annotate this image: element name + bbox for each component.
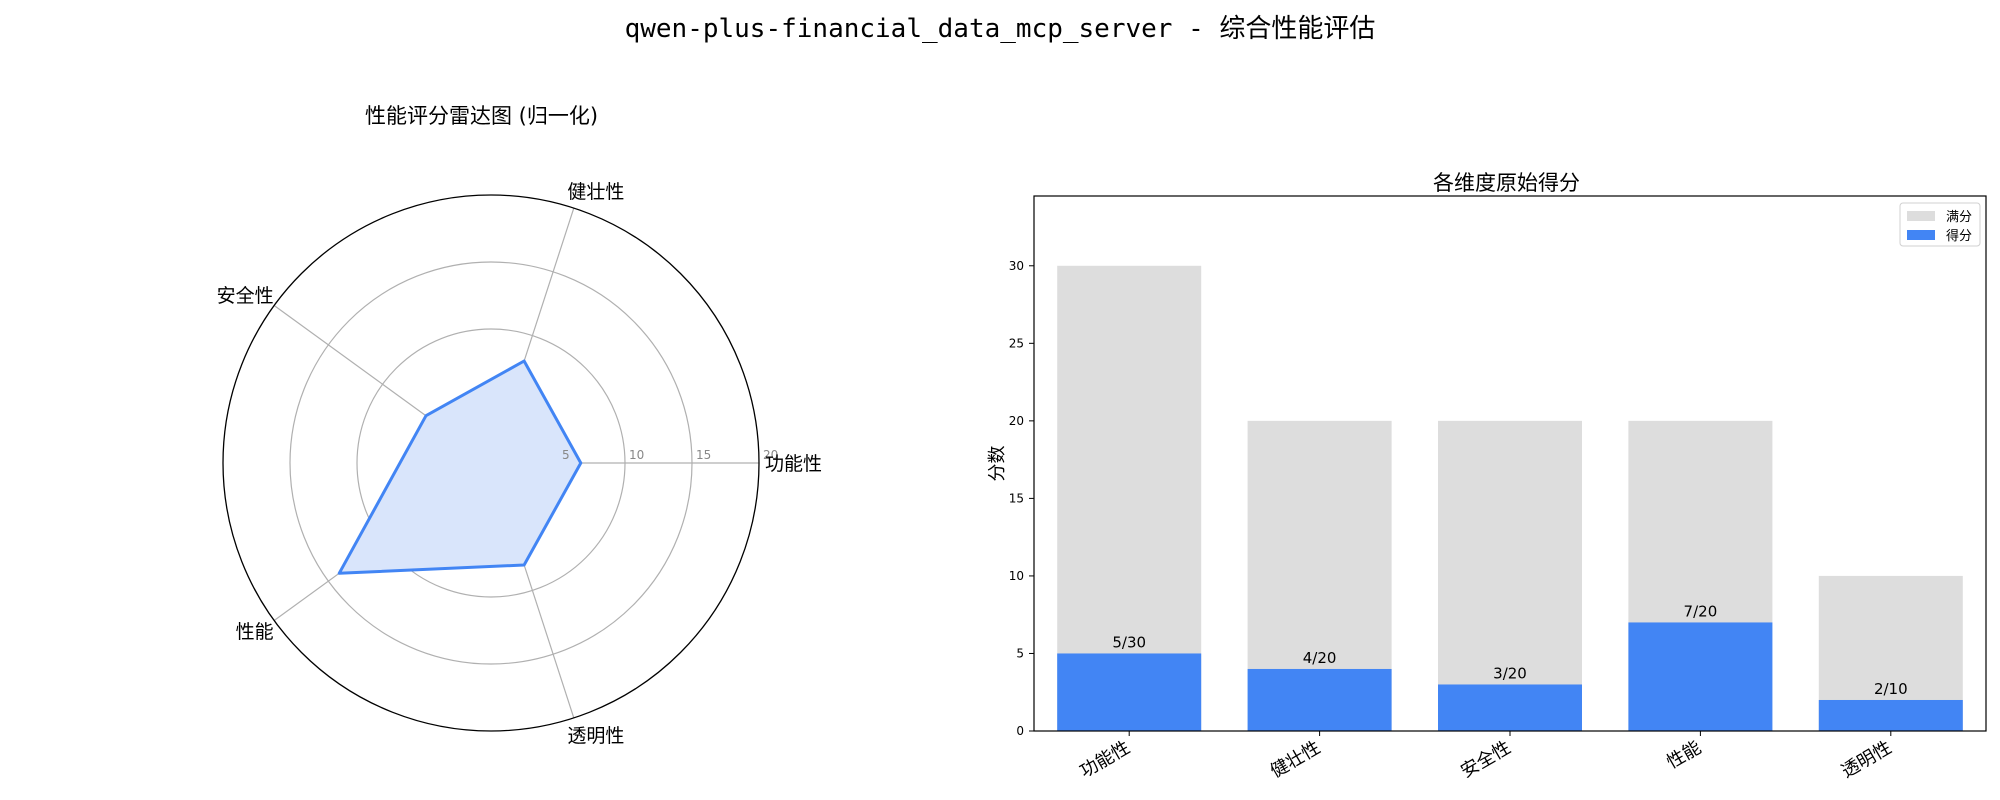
radar-tick-label: 15 xyxy=(696,448,711,462)
bar-data-label: 3/20 xyxy=(1493,664,1527,682)
x-tick-label: 安全性 xyxy=(1457,737,1514,782)
score-bar xyxy=(1247,668,1392,731)
score-bar xyxy=(1438,684,1582,731)
legend-label: 满分 xyxy=(1946,210,1972,225)
y-tick-label: 15 xyxy=(1009,491,1024,505)
y-tick-label: 5 xyxy=(1016,646,1024,660)
radar-title: 性能评分雷达图 (归一化) xyxy=(365,104,599,128)
bar-title: 各维度原始得分 xyxy=(1433,171,1580,195)
radar-axis-label: 透明性 xyxy=(567,725,624,747)
y-tick-label: 30 xyxy=(1009,259,1024,273)
y-tick-label: 25 xyxy=(1009,336,1024,350)
figure-title: qwen-plus-financial_data_mcp_server - 综合… xyxy=(624,14,1376,44)
radar-tick-label: 10 xyxy=(629,448,644,462)
bar-data-label: 7/20 xyxy=(1684,602,1718,620)
score-bar xyxy=(1057,653,1202,731)
y-tick-label: 0 xyxy=(1016,724,1024,738)
radar-axis-label: 性能 xyxy=(236,621,274,643)
radar-tick-label: 5 xyxy=(562,448,570,462)
max-score-bar xyxy=(1438,420,1582,731)
radar-tick-label: 20 xyxy=(763,448,778,462)
y-tick-label: 20 xyxy=(1009,414,1024,428)
score-bar xyxy=(1628,622,1773,731)
radar-axis-label: 安全性 xyxy=(217,285,274,307)
y-axis-label: 分数 xyxy=(987,446,1008,482)
radar-series-line xyxy=(337,359,583,575)
radar-fill-area xyxy=(339,361,581,574)
bar-data-label: 2/10 xyxy=(1874,680,1908,698)
radar-axis-label: 健壮性 xyxy=(567,181,624,203)
x-tick-label: 功能性 xyxy=(1076,737,1133,782)
legend-label: 得分 xyxy=(1946,228,1972,244)
score-bar xyxy=(1818,699,1963,731)
legend-swatch xyxy=(1907,211,1935,221)
y-tick-label: 10 xyxy=(1009,569,1024,583)
radar-axis-label: 功能性 xyxy=(765,453,822,475)
x-tick-label: 健壮性 xyxy=(1267,737,1324,782)
x-tick-label: 透明性 xyxy=(1838,737,1895,782)
radar-outer-circle xyxy=(222,194,760,732)
bar-data-label: 5/30 xyxy=(1112,633,1146,651)
x-tick-label: 性能 xyxy=(1663,737,1705,773)
legend-swatch xyxy=(1907,230,1935,240)
bar-data-label: 4/20 xyxy=(1303,649,1337,667)
